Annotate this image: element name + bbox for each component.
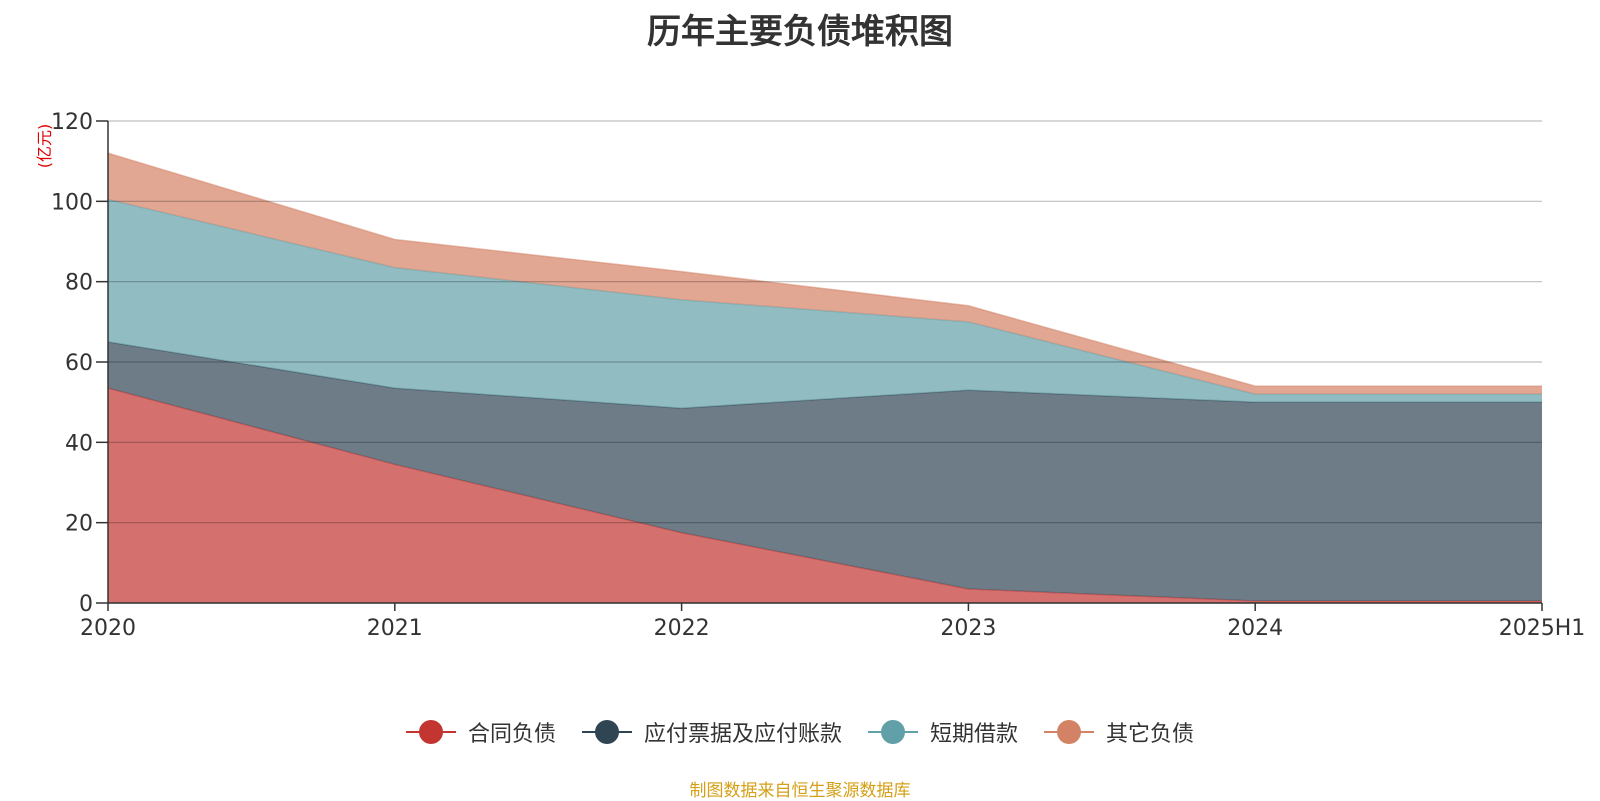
x-tick-label: 2025H1 bbox=[1499, 616, 1586, 641]
series-line-3 bbox=[107, 152, 1542, 387]
legend-marker-icon bbox=[581, 720, 632, 744]
y-tick-label: 40 bbox=[65, 431, 93, 456]
x-tick-label: 2023 bbox=[940, 616, 996, 641]
y-tick-label: 80 bbox=[65, 271, 93, 296]
y-tick-label: 100 bbox=[51, 190, 93, 215]
x-tick-label: 2020 bbox=[80, 616, 136, 641]
legend-marker-icon bbox=[405, 720, 456, 744]
legend-label: 合同负债 bbox=[467, 722, 556, 747]
area-series-2 bbox=[108, 199, 1542, 409]
y-tick-label: 20 bbox=[65, 512, 93, 537]
legend-item-0[interactable]: 合同负债 bbox=[405, 716, 556, 748]
x-tick-label: 2022 bbox=[654, 616, 710, 641]
source-note: 制图数据来自恒生聚源数据库 bbox=[689, 781, 911, 801]
y-tick-label: 60 bbox=[65, 351, 93, 376]
chart-title: 历年主要负债堆积图 bbox=[647, 12, 953, 52]
y-tick-label: 120 bbox=[51, 110, 93, 135]
chart-legend: 合同负债 应付票据及应付账款 短期借款 其它负债 bbox=[0, 716, 1600, 748]
legend-item-3[interactable]: 其它负债 bbox=[1044, 716, 1194, 748]
y-axis-unit: (亿元) bbox=[35, 124, 54, 169]
legend-label: 应付票据及应付账款 bbox=[643, 722, 842, 747]
y-tick-label: 0 bbox=[79, 592, 93, 617]
legend-label: 短期借款 bbox=[930, 722, 1019, 747]
legend-marker-icon bbox=[868, 720, 918, 744]
area-series-0 bbox=[108, 388, 1542, 603]
legend-marker-icon bbox=[1044, 720, 1095, 744]
area-series-1 bbox=[108, 341, 1542, 601]
x-tick-label: 2024 bbox=[1227, 616, 1283, 641]
x-tick-label: 2021 bbox=[367, 616, 423, 641]
legend-label: 其它负债 bbox=[1106, 722, 1195, 747]
legend-item-1[interactable]: 应付票据及应付账款 bbox=[581, 716, 842, 748]
legend-item-2[interactable]: 短期借款 bbox=[868, 716, 1018, 748]
